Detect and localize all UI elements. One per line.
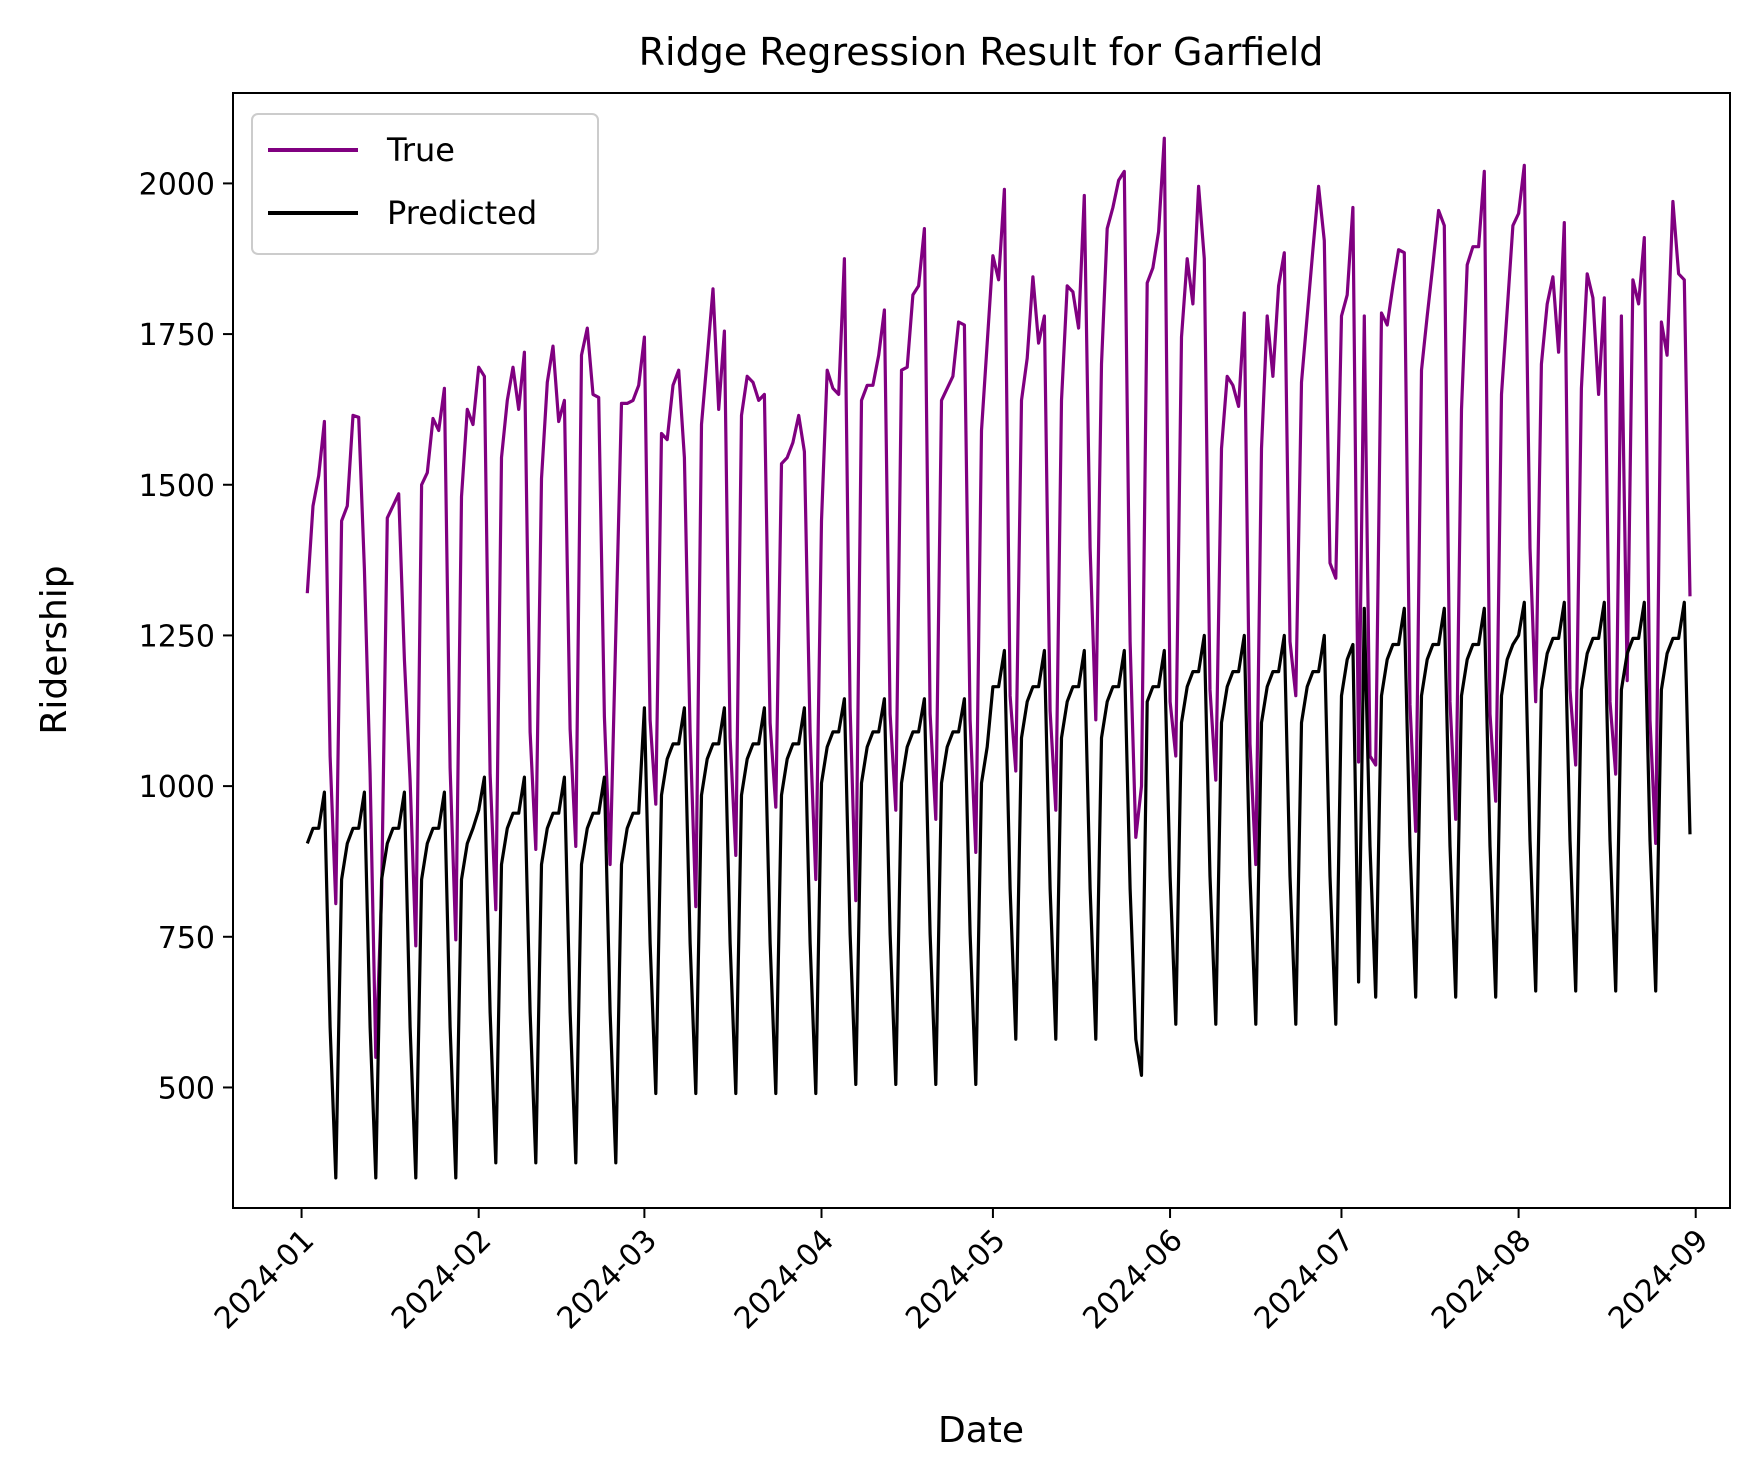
y-tick-label: 750 (158, 921, 215, 956)
y-tick-label: 1000 (139, 770, 215, 805)
y-axis-label: Ridership (34, 565, 75, 734)
y-tick-label: 1750 (139, 318, 215, 353)
legend: True Predicted (251, 113, 599, 255)
legend-label-true: True (386, 131, 455, 169)
y-tick-label: 500 (158, 1071, 215, 1106)
plot-frame (232, 92, 1731, 1209)
series-layer (305, 136, 1692, 1180)
y-tick-label: 1250 (139, 619, 215, 654)
series-line-true (305, 136, 1692, 1059)
y-tick-label: 1500 (139, 469, 215, 504)
legend-label-predicted: Predicted (387, 194, 537, 232)
y-axis: 500 750 1000 1250 1500 1750 2000 (139, 167, 233, 1106)
y-tick-label: 2000 (139, 167, 215, 202)
series-line-predicted (305, 600, 1692, 1180)
x-axis-label: Date (938, 1410, 1024, 1451)
chart-title: Ridge Regression Result for Garfield (639, 30, 1324, 74)
